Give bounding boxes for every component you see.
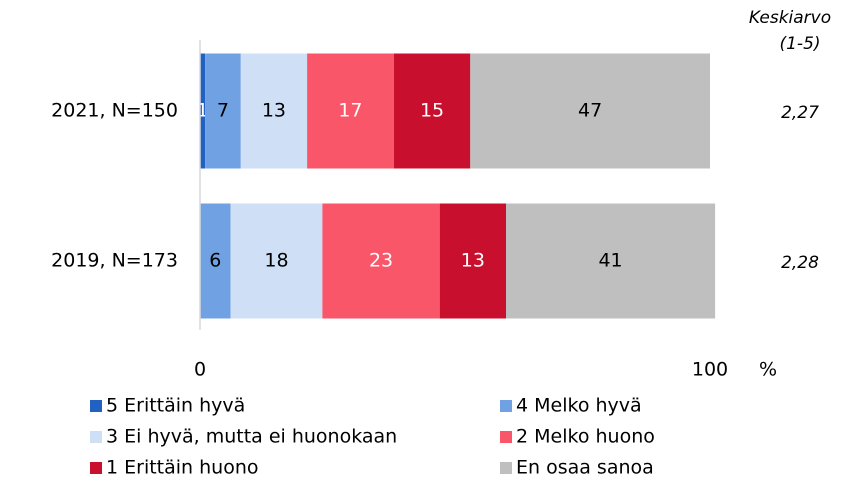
data-label: 13 [461, 250, 485, 272]
bar-segment [322, 203, 440, 319]
legend-swatch [500, 462, 512, 474]
legend-label: 4 Melko hyvä [516, 395, 642, 417]
data-label: 7 [217, 100, 229, 122]
data-label: 6 [209, 250, 221, 272]
legend-label: En osaa sanoa [516, 457, 654, 479]
data-label: 17 [338, 100, 362, 122]
legend-label: 3 Ei hyvä, mutta ei huonokaan [106, 426, 397, 448]
legend-swatch [90, 400, 102, 412]
bar-segment [439, 203, 506, 319]
data-label: 15 [420, 100, 444, 122]
bar-segment [200, 203, 231, 319]
legend-swatch [90, 431, 102, 443]
data-label: 23 [369, 250, 393, 272]
data-label: 41 [598, 250, 622, 272]
y-tick-label: 2021, N=150 [51, 100, 178, 122]
x-tick-label: 0 [194, 359, 206, 381]
bar-segment [506, 203, 716, 319]
legend-label: 2 Melko huono [516, 426, 655, 448]
legend-label: 5 Erittäin hyvä [106, 395, 245, 417]
legend-label: 1 Erittäin huono [106, 457, 259, 479]
y-tick-label: 2019, N=173 [51, 250, 178, 272]
mean-header: (1-5) [779, 34, 820, 54]
bar-segment [307, 53, 394, 169]
bar-segment [230, 203, 323, 319]
legend-swatch [500, 431, 512, 443]
legend-swatch [90, 462, 102, 474]
mean-value: 2,27 [781, 103, 819, 123]
data-label: 13 [262, 100, 286, 122]
mean-value: 2,28 [781, 253, 819, 273]
bar-segment [470, 53, 710, 169]
bar-segment [200, 53, 206, 169]
x-tick-label: 100 [692, 359, 728, 381]
bar-segment [240, 53, 308, 169]
bar-segment [205, 53, 241, 169]
data-label: 47 [578, 100, 602, 122]
legend-swatch [500, 400, 512, 412]
mean-header: Keskiarvo [749, 8, 831, 28]
bar-segment [393, 53, 471, 169]
x-axis-label: % [759, 359, 777, 381]
data-label: 18 [264, 250, 288, 272]
